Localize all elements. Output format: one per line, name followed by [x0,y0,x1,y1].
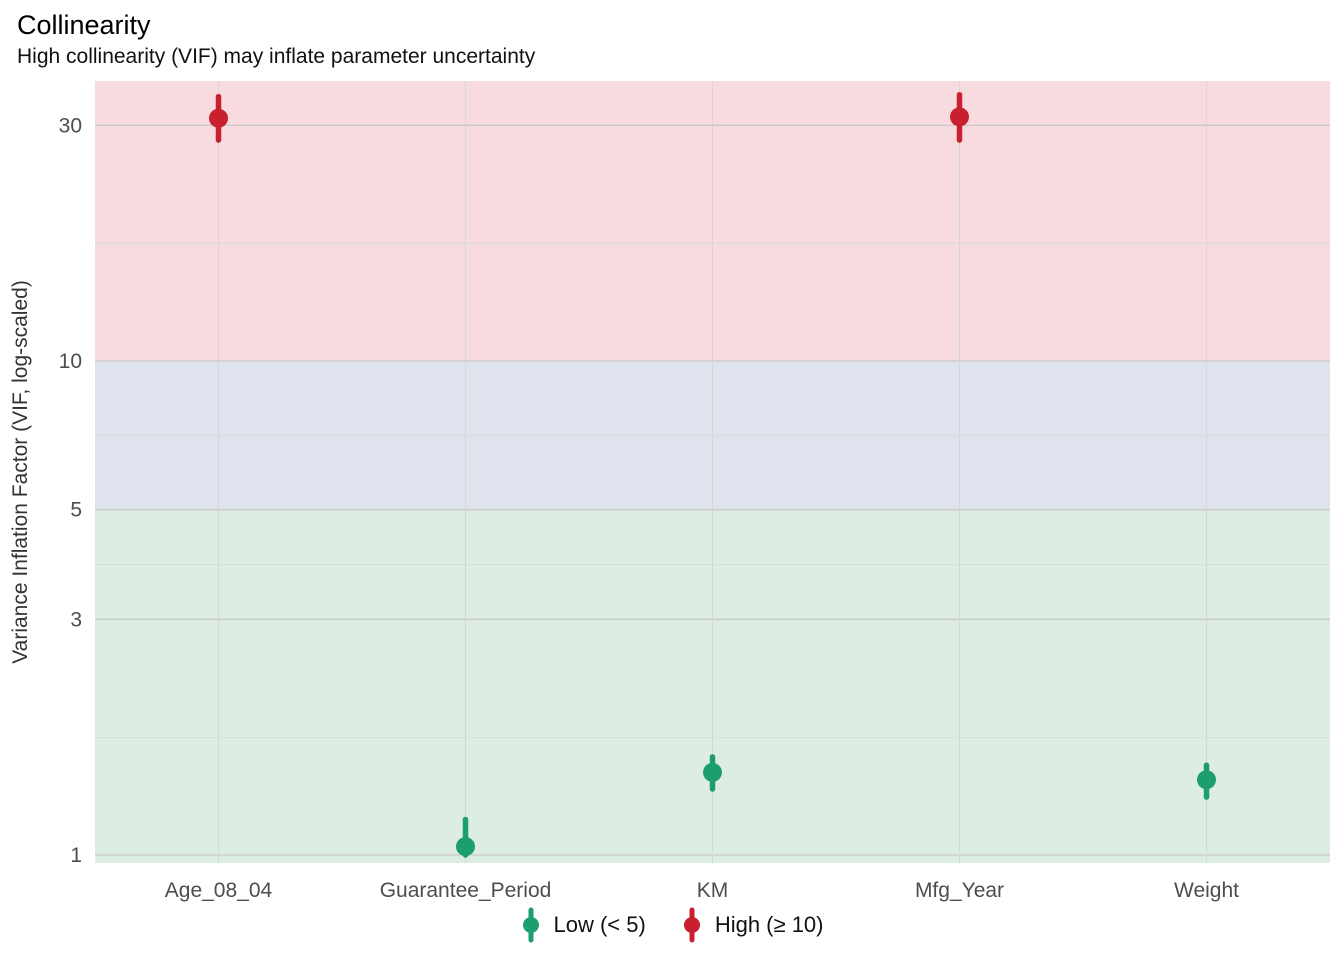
y-tick-label: 1 [70,844,82,867]
y-tick-label: 30 [59,114,82,137]
x-category-label: Mfg_Year [915,879,1004,902]
high-pointrange-icon [683,907,700,943]
x-category-label: Age_08_04 [165,879,273,902]
axes: 1 3 5 10 30 Age_08_04 Guarantee_Period KM Mfg_Ye… [9,114,1239,902]
pointrange-Guarantee_Period [456,816,475,858]
pointrange-Weight [1197,762,1216,800]
legend-label-high: High (≥ 10) [714,912,824,938]
chart-subtitle: High collinearity (VIF) may inflate para… [17,44,536,68]
y-tick-label: 5 [70,499,82,522]
legend-item-low: Low (< 5) [521,907,646,943]
pointrange-KM [703,754,722,792]
pointrange-Mfg_Year [950,92,969,143]
y-tick-label: 3 [70,608,82,631]
legend: Low (< 5) High (≥ 10) [0,903,1344,947]
gridlines [95,81,1330,864]
x-category-label: Weight [1174,879,1239,902]
x-category-label: Guarantee_Period [380,879,552,902]
y-axis-title: Variance Inflation Factor (VIF, log-scal… [9,280,32,664]
points [209,92,1216,858]
legend-item-high: High (≥ 10) [682,907,824,943]
y-tick-label: 10 [59,350,82,373]
vif-plot-area: 1 3 5 10 30 Age_08_04 Guarantee_Period KM Mfg_Ye… [9,81,1330,902]
chart-header: Collinearity High collinearity (VIF) may… [0,0,1344,73]
x-category-label: KM [697,879,729,902]
pointrange-Age_08_04 [209,93,228,143]
low-pointrange-icon [522,907,539,943]
chart-title: Collinearity [17,10,151,40]
legend-label-low: Low (< 5) [553,912,646,938]
